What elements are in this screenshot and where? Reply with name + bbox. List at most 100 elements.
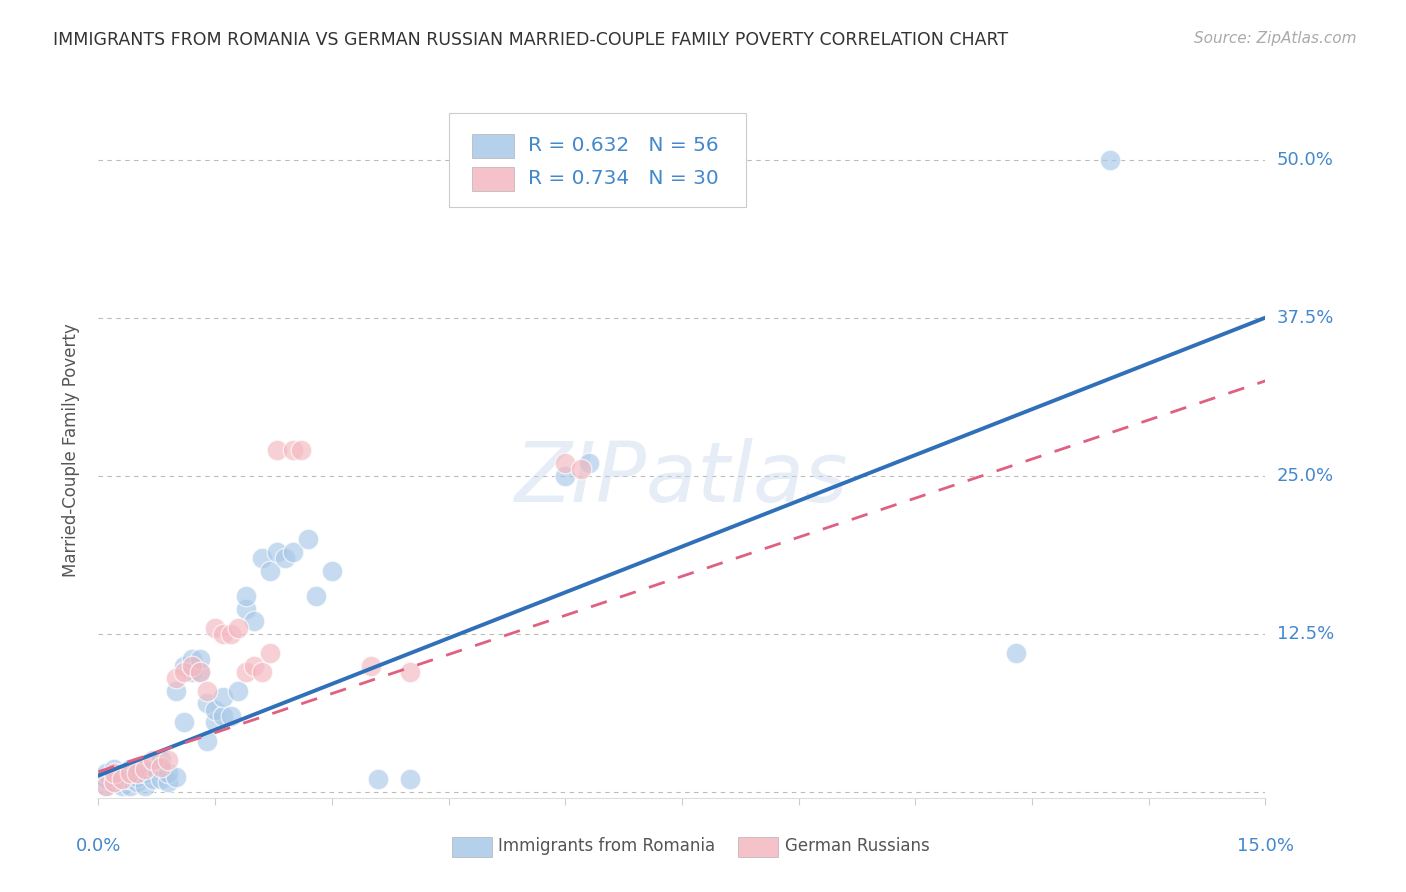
- Point: [274, 551, 297, 566]
- Point: [569, 462, 592, 476]
- Point: [266, 443, 288, 458]
- Point: [127, 770, 149, 784]
- Point: [212, 709, 235, 723]
- Point: [173, 658, 195, 673]
- Point: [266, 544, 288, 558]
- Point: [165, 770, 187, 784]
- Text: 25.0%: 25.0%: [1277, 467, 1334, 484]
- Point: [204, 715, 226, 730]
- Text: 37.5%: 37.5%: [1277, 309, 1334, 326]
- Point: [96, 766, 118, 780]
- Point: [127, 760, 149, 774]
- Point: [188, 665, 211, 679]
- Point: [259, 564, 281, 578]
- Point: [1005, 646, 1028, 660]
- Point: [118, 772, 141, 787]
- FancyBboxPatch shape: [472, 168, 513, 191]
- Point: [250, 665, 273, 679]
- Text: R = 0.734   N = 30: R = 0.734 N = 30: [527, 169, 718, 188]
- Point: [142, 760, 165, 774]
- Point: [243, 658, 266, 673]
- Text: 0.0%: 0.0%: [76, 838, 121, 855]
- Point: [195, 683, 218, 698]
- Point: [103, 775, 125, 789]
- Point: [398, 665, 420, 679]
- Point: [219, 709, 242, 723]
- Point: [235, 665, 257, 679]
- Point: [212, 690, 235, 705]
- Point: [111, 766, 134, 780]
- Y-axis label: Married-Couple Family Poverty: Married-Couple Family Poverty: [62, 324, 80, 577]
- Text: R = 0.632   N = 56: R = 0.632 N = 56: [527, 136, 718, 154]
- Text: ZIPatlas: ZIPatlas: [515, 438, 849, 519]
- Point: [367, 772, 389, 787]
- Point: [142, 772, 165, 787]
- Point: [195, 697, 218, 711]
- FancyBboxPatch shape: [738, 837, 778, 857]
- Point: [103, 762, 125, 776]
- Point: [305, 589, 328, 603]
- Point: [157, 753, 180, 767]
- Point: [118, 766, 141, 780]
- Point: [157, 766, 180, 780]
- Point: [554, 456, 576, 470]
- Point: [204, 621, 226, 635]
- Point: [321, 564, 343, 578]
- Point: [165, 683, 187, 698]
- Point: [243, 614, 266, 628]
- Text: German Russians: German Russians: [785, 838, 929, 855]
- Point: [173, 715, 195, 730]
- Point: [188, 665, 211, 679]
- Point: [118, 762, 141, 776]
- Point: [228, 621, 250, 635]
- Point: [219, 627, 242, 641]
- Text: IMMIGRANTS FROM ROMANIA VS GERMAN RUSSIAN MARRIED-COUPLE FAMILY POVERTY CORRELAT: IMMIGRANTS FROM ROMANIA VS GERMAN RUSSIA…: [53, 31, 1008, 49]
- Point: [1098, 153, 1121, 167]
- Point: [103, 770, 125, 784]
- Point: [180, 658, 202, 673]
- Point: [281, 443, 304, 458]
- Point: [111, 772, 134, 787]
- Text: Immigrants from Romania: Immigrants from Romania: [498, 838, 714, 855]
- Point: [204, 703, 226, 717]
- Point: [173, 665, 195, 679]
- Point: [96, 779, 118, 793]
- Point: [103, 775, 125, 789]
- Point: [96, 772, 118, 787]
- Point: [180, 652, 202, 666]
- FancyBboxPatch shape: [449, 113, 747, 207]
- Point: [103, 766, 125, 780]
- Point: [149, 760, 172, 774]
- Point: [188, 652, 211, 666]
- Text: Source: ZipAtlas.com: Source: ZipAtlas.com: [1194, 31, 1357, 46]
- FancyBboxPatch shape: [472, 134, 513, 158]
- Point: [250, 551, 273, 566]
- Text: 12.5%: 12.5%: [1277, 625, 1334, 643]
- Point: [118, 779, 141, 793]
- Point: [235, 601, 257, 615]
- Text: 15.0%: 15.0%: [1237, 838, 1294, 855]
- Point: [235, 589, 257, 603]
- Point: [134, 779, 156, 793]
- Point: [157, 775, 180, 789]
- Point: [127, 775, 149, 789]
- Point: [212, 627, 235, 641]
- Point: [297, 532, 319, 546]
- Point: [180, 665, 202, 679]
- Point: [149, 753, 172, 767]
- Point: [111, 772, 134, 787]
- Point: [554, 468, 576, 483]
- FancyBboxPatch shape: [451, 837, 492, 857]
- Point: [142, 753, 165, 767]
- Point: [259, 646, 281, 660]
- Point: [290, 443, 312, 458]
- Point: [360, 658, 382, 673]
- Point: [195, 734, 218, 748]
- Text: 50.0%: 50.0%: [1277, 151, 1333, 169]
- Point: [127, 766, 149, 780]
- Point: [96, 779, 118, 793]
- Point: [398, 772, 420, 787]
- Point: [134, 766, 156, 780]
- Point: [149, 772, 172, 787]
- Point: [111, 779, 134, 793]
